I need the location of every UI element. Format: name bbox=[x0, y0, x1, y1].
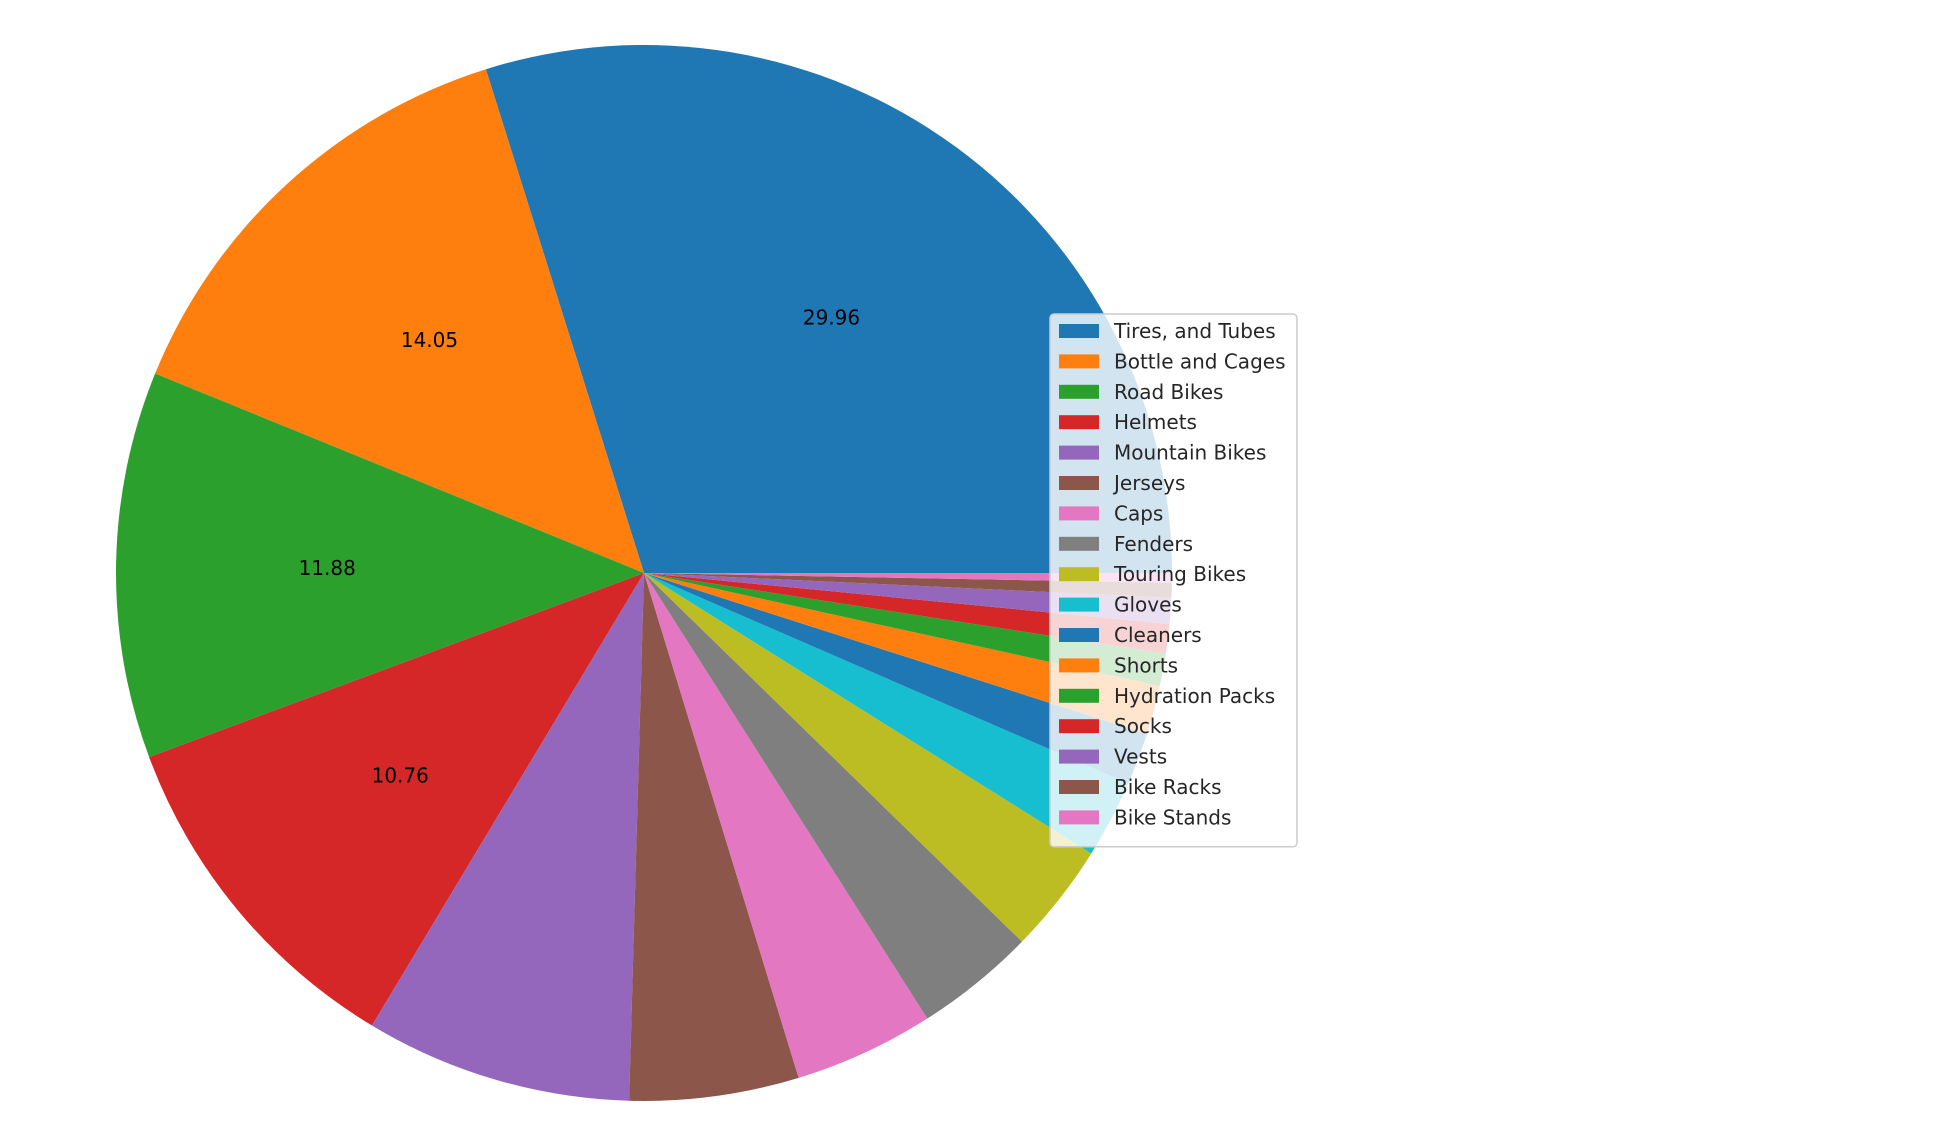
legend-swatch-cleaners bbox=[1059, 628, 1099, 642]
legend-swatch-bottle-and-cages bbox=[1059, 354, 1099, 369]
legend-label-socks: Socks bbox=[1114, 714, 1172, 738]
legend-swatch-vests bbox=[1059, 749, 1099, 764]
pie-slice-jerseys bbox=[629, 573, 799, 1101]
legend-label-touring-bikes: Touring Bikes bbox=[1113, 562, 1246, 586]
slices-layer bbox=[115, 45, 1172, 1101]
legend-label-cleaners: Cleaners bbox=[1114, 623, 1202, 647]
pie-slice-socks bbox=[644, 573, 1170, 654]
legend-swatch-bike-stands bbox=[1059, 810, 1099, 825]
legend-swatch-tires-and-tubes bbox=[1059, 324, 1099, 338]
legend-swatch-hydration-packs bbox=[1059, 688, 1099, 703]
pie-slice-gloves bbox=[644, 573, 1129, 854]
slice-value-label-road-bikes: 11.88 bbox=[299, 556, 356, 580]
legend-label-bottle-and-cages: Bottle and Cages bbox=[1114, 349, 1285, 373]
legend-label-helmets: Helmets bbox=[1114, 410, 1197, 434]
pie-slice-cleaners bbox=[644, 573, 1147, 784]
pie-slice-road-bikes bbox=[115, 373, 644, 758]
pie-slice-mountain-bikes bbox=[371, 573, 644, 1101]
pie-slice-bottle-and-cages bbox=[155, 69, 644, 574]
legend-label-bike-racks: Bike Racks bbox=[1114, 775, 1222, 799]
pie-slice-tires-and-tubes bbox=[485, 45, 1172, 574]
legend-label-shorts: Shorts bbox=[1114, 653, 1178, 677]
legend-swatch-helmets bbox=[1059, 415, 1099, 430]
slice-value-label-helmets: 10.76 bbox=[372, 763, 429, 787]
legend-label-mountain-bikes: Mountain Bikes bbox=[1114, 441, 1266, 465]
legend-label-gloves: Gloves bbox=[1114, 593, 1182, 617]
legend: Tires, and Tubes Bottle and Cages Road Bik… bbox=[1049, 313, 1298, 848]
legend-swatch-mountain-bikes bbox=[1059, 445, 1099, 460]
legend-label-bike-stands: Bike Stands bbox=[1114, 805, 1231, 829]
legend-label-jerseys: Jerseys bbox=[1112, 471, 1185, 495]
pie-slice-vests bbox=[644, 573, 1172, 625]
slice-value-label-bottle-and-cages: 14.05 bbox=[401, 328, 458, 352]
legend-swatch-caps bbox=[1059, 506, 1099, 521]
legend-swatch-gloves bbox=[1059, 597, 1099, 612]
pie-slice-caps bbox=[644, 573, 928, 1078]
pie-slice-helmets bbox=[149, 573, 644, 1026]
pie-slice-touring-bikes bbox=[644, 573, 1092, 942]
pie-slice-hydration-packs bbox=[644, 573, 1166, 687]
legend-swatch-road-bikes bbox=[1059, 384, 1099, 399]
legend-label-fenders: Fenders bbox=[1114, 532, 1193, 556]
legend-label-vests: Vests bbox=[1114, 745, 1167, 769]
legend-swatch-bike-racks bbox=[1059, 780, 1099, 794]
pie-slice-bike-stands bbox=[644, 573, 1172, 583]
legend-label-hydration-packs: Hydration Packs bbox=[1114, 684, 1275, 708]
legend-label-caps: Caps bbox=[1114, 501, 1163, 525]
legend-swatch-socks bbox=[1059, 719, 1099, 734]
legend-swatch-shorts bbox=[1059, 658, 1099, 673]
slice-value-label-tires-and-tubes: 29.96 bbox=[803, 306, 860, 330]
legend-frame bbox=[1049, 313, 1298, 848]
legend-label-tires-and-tubes: Tires, and Tubes bbox=[1113, 319, 1276, 343]
pie-slice-shorts bbox=[644, 573, 1160, 734]
pie-slice-fenders bbox=[644, 573, 1022, 1019]
legend-swatch-touring-bikes bbox=[1059, 567, 1099, 582]
legend-swatch-fenders bbox=[1059, 536, 1099, 551]
pie-slice-bike-racks bbox=[644, 573, 1172, 598]
legend-label-road-bikes: Road Bikes bbox=[1114, 380, 1223, 404]
slice-labels-layer: 29.96 14.05 11.88 10.76 bbox=[299, 306, 861, 788]
legend-swatch-jerseys bbox=[1059, 476, 1099, 490]
